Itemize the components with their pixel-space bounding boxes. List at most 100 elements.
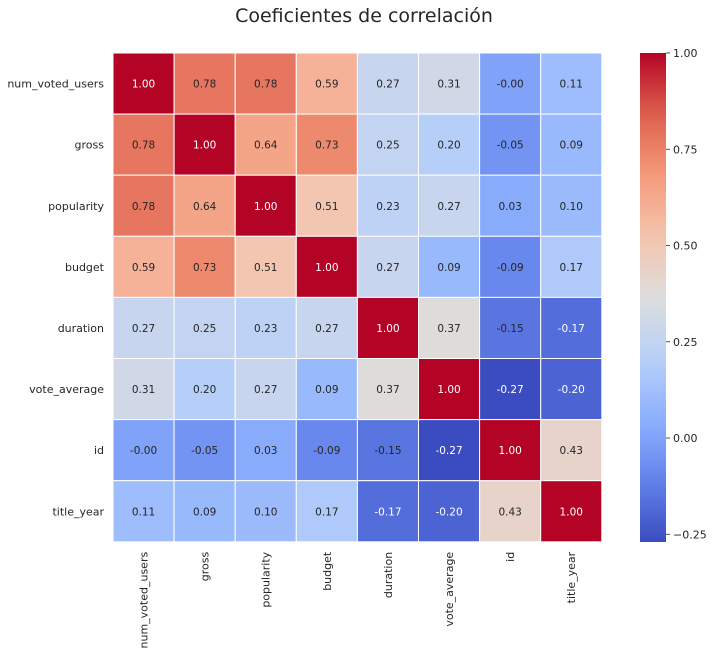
cell-value-label: 0.27 [132,323,155,335]
cell-value-label: -0.05 [497,140,524,152]
cell-value-label: 0.17 [315,506,338,518]
cell-value-label: 0.37 [437,323,460,335]
colorbar: −0.25 0.00 0.25 0.50 0.75 1.00 [640,47,707,542]
heatmap-cell [479,358,542,421]
colorbar-tick-label: 0.00 [673,432,698,445]
heatmap-cell [418,419,481,482]
cell-value-label: 1.00 [132,79,155,91]
cell-value-label: 0.73 [193,262,216,274]
cell-value-label: 0.51 [254,262,277,274]
cell-value-label: 0.25 [376,140,399,152]
heatmap-cell [112,174,175,237]
column-tick-label: id [504,552,517,562]
cell-value-label: 0.03 [254,445,277,457]
heatmap-cell [540,480,603,543]
heatmap-cell [356,358,419,421]
cell-value-label: 0.78 [132,201,155,213]
cell-value-label: 1.00 [315,262,338,274]
heatmap-cell [173,419,236,482]
heatmap-cell [112,52,175,115]
cell-value-label: -0.17 [558,323,585,335]
cell-value-label: 0.11 [132,506,155,518]
cell-value-label: -0.00 [497,79,524,91]
cell-value-label: -0.05 [191,445,218,457]
cell-value-label: 0.23 [376,201,399,213]
cell-value-label: 0.59 [315,79,338,91]
cell-value-label: 1.00 [376,323,399,335]
cell-value-label: 0.10 [560,201,583,213]
heatmap-cell [540,358,603,421]
heatmap-cell [479,296,542,359]
cell-value-label: 0.10 [254,506,277,518]
heatmap-cell [234,52,297,115]
colorbar-tick-label: 0.25 [673,336,698,349]
heatmap-cell [295,235,358,298]
cell-value-label: 0.03 [498,201,521,213]
heatmap-cell [173,358,236,421]
cell-value-label: -0.15 [497,323,524,335]
cell-value-label: -0.17 [374,506,401,518]
row-tick-label: duration [58,322,104,335]
cell-value-label: 0.27 [376,262,399,274]
cell-value-label: 0.27 [315,323,338,335]
cell-value-label: -0.20 [558,384,585,396]
cell-value-label: -0.27 [497,384,524,396]
cell-value-label: 0.23 [254,323,277,335]
column-tick-label: popularity [260,551,273,607]
row-tick-label: vote_average [29,383,104,396]
cell-value-label: 0.09 [193,506,216,518]
cell-value-label: 0.20 [193,384,216,396]
heatmap-cell [418,174,481,237]
heatmap-cell [234,235,297,298]
cell-value-label: 0.31 [437,79,460,91]
column-tick-label: num_voted_users [138,552,151,649]
heatmap-cell [356,174,419,237]
heatmap-cell [173,480,236,543]
heatmap-cell [295,174,358,237]
colorbar-tick-label: 0.75 [673,143,698,156]
heatmap-cell [356,235,419,298]
cell-value-label: 1.00 [437,384,460,396]
cell-value-label: -0.00 [130,445,157,457]
cell-value-label: 0.31 [132,384,155,396]
cell-value-label: -0.09 [313,445,340,457]
colorbar-tick-label: −0.25 [673,528,707,541]
heatmap-cells: 1.00 0.78 0.78 0.59 0.27 0.31 -0.00 0.11 0.78 1.0… [112,52,603,543]
heatmap-cell [295,296,358,359]
heatmap-cell [173,113,236,176]
heatmap-cell [479,235,542,298]
cell-value-label: -0.27 [435,445,462,457]
colorbar-tick-label: 0.50 [673,240,698,253]
column-tick-label: gross [199,552,212,582]
heatmap-cell [234,358,297,421]
cell-value-label: -0.15 [374,445,401,457]
cell-value-label: 0.78 [132,140,155,152]
column-tick-label: budget [321,551,334,591]
cell-value-label: 0.17 [560,262,583,274]
cell-value-label: 1.00 [560,506,583,518]
heatmap-cell [540,419,603,482]
cell-value-label: -0.20 [435,506,462,518]
cell-value-label: 0.64 [254,140,278,152]
row-tick-label: gross [75,139,105,152]
heatmap-cell [418,480,481,543]
heatmap-cell [540,113,603,176]
cell-value-label: 0.51 [315,201,338,213]
heatmap-cell [234,174,297,237]
heatmap-cell [112,235,175,298]
row-tick-label: id [94,444,104,457]
row-tick-label: popularity [48,200,104,213]
heatmap-cell [173,174,236,237]
heatmap-cell [540,174,603,237]
row-tick-label: title_year [52,505,104,518]
row-tick-label: budget [65,261,105,274]
column-tick-label: vote_average [443,552,456,627]
cell-value-label: 0.43 [560,445,583,457]
cell-value-label: 0.78 [193,79,216,91]
heatmap-cell [112,419,175,482]
cell-value-label: 0.64 [193,201,217,213]
cell-value-label: 0.27 [254,384,277,396]
cell-value-label: 0.43 [498,506,521,518]
